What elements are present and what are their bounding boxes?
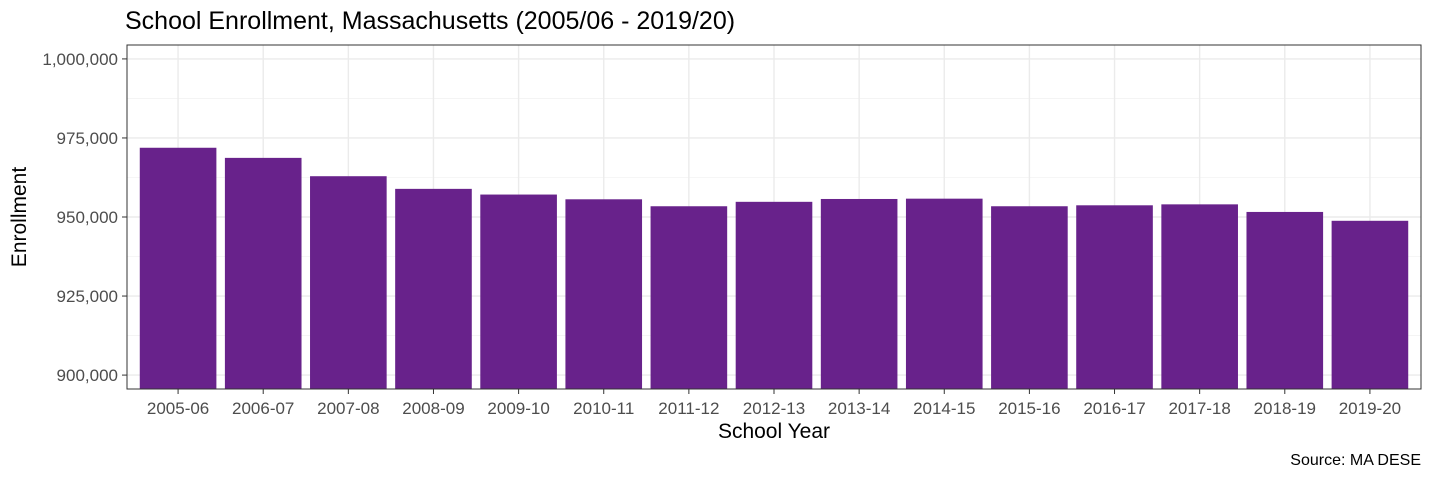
y-tick-label: 925,000 xyxy=(57,287,118,306)
y-axis: 900,000 925,000 950,000 975,000 1,000,000 xyxy=(42,50,127,385)
bars xyxy=(139,147,1409,389)
bar-2019-20 xyxy=(1331,220,1409,389)
source-caption: Source: MA DESE xyxy=(1290,452,1421,469)
bar-2005-06 xyxy=(139,147,217,389)
bar-2016-17 xyxy=(1076,205,1153,389)
x-tick-label: 2005-06 xyxy=(147,399,209,418)
x-tick-label: 2009-10 xyxy=(487,399,549,418)
bar-2013-14 xyxy=(820,198,898,389)
x-tick-label: 2008-09 xyxy=(402,399,464,418)
x-tick-label: 2014-15 xyxy=(913,399,975,418)
x-tick-label: 2017-18 xyxy=(1168,399,1230,418)
bar-2007-08 xyxy=(310,176,387,389)
x-axis-title: School Year xyxy=(718,420,830,443)
x-axis: 2005-06 2006-07 2007-08 2008-09 2009-10 2010-… xyxy=(147,389,1401,418)
chart-title: School Enrollment, Massachusetts (2005/0… xyxy=(125,7,735,35)
y-tick-label: 1,000,000 xyxy=(42,50,118,69)
bar-2008-09 xyxy=(395,188,472,389)
bar-2009-10 xyxy=(480,194,557,389)
bar-2017-18 xyxy=(1161,204,1238,389)
x-tick-label: 2015-16 xyxy=(998,399,1060,418)
x-tick-label: 2018-19 xyxy=(1254,399,1316,418)
y-tick-label: 950,000 xyxy=(57,208,118,227)
y-axis-title: Enrollment xyxy=(8,167,31,268)
bar-2012-13 xyxy=(735,201,813,389)
x-tick-label: 2010-11 xyxy=(573,399,634,418)
x-tick-label: 2016-17 xyxy=(1083,399,1145,418)
x-tick-label: 2011-12 xyxy=(658,399,719,418)
y-tick-label: 900,000 xyxy=(57,366,118,385)
x-tick-label: 2019-20 xyxy=(1339,399,1401,418)
x-tick-label: 2012-13 xyxy=(743,399,805,418)
bar-2010-11 xyxy=(565,199,643,389)
x-tick-label: 2013-14 xyxy=(828,399,890,418)
x-tick-label: 2007-08 xyxy=(317,399,379,418)
bar-2011-12 xyxy=(650,206,728,389)
x-tick-label: 2006-07 xyxy=(232,399,294,418)
bar-2018-19 xyxy=(1246,211,1324,389)
bar-2015-16 xyxy=(991,206,1068,389)
bar-2014-15 xyxy=(905,198,983,389)
bar-2006-07 xyxy=(224,157,302,389)
y-tick-label: 975,000 xyxy=(57,129,118,148)
